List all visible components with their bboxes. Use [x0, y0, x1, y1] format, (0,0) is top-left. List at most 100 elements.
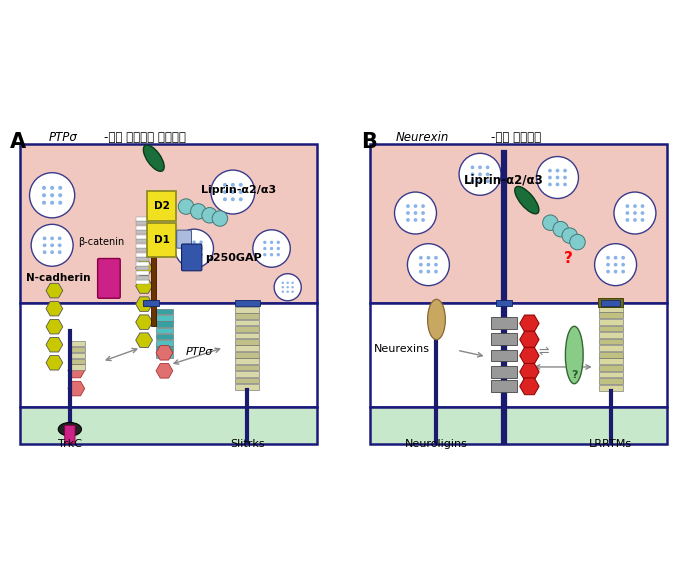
Text: Neuroligins: Neuroligins [405, 439, 468, 448]
Circle shape [211, 170, 255, 214]
Bar [136, 280, 149, 284]
Ellipse shape [144, 145, 164, 171]
Bar [496, 300, 512, 306]
Bar [491, 317, 517, 329]
Bar [598, 297, 623, 307]
Ellipse shape [58, 423, 81, 436]
Circle shape [625, 204, 629, 208]
Circle shape [185, 240, 189, 244]
Bar [136, 221, 149, 225]
Bar [136, 267, 149, 271]
Circle shape [239, 183, 243, 187]
Circle shape [31, 224, 73, 267]
Circle shape [406, 204, 410, 208]
Bar [20, 303, 316, 407]
Bar [69, 353, 85, 358]
Bar [599, 345, 623, 351]
Circle shape [471, 180, 475, 183]
Circle shape [30, 173, 75, 218]
Bar [136, 231, 149, 235]
Circle shape [58, 244, 62, 247]
Bar [599, 352, 623, 358]
Circle shape [199, 253, 203, 257]
Circle shape [486, 180, 489, 183]
Circle shape [486, 165, 489, 169]
Circle shape [641, 218, 645, 222]
Circle shape [471, 172, 475, 176]
Circle shape [548, 182, 552, 186]
Circle shape [231, 190, 235, 194]
Circle shape [434, 263, 438, 267]
Text: β-catenin: β-catenin [78, 237, 124, 247]
Circle shape [42, 193, 46, 197]
Bar [155, 309, 174, 315]
Circle shape [434, 256, 438, 260]
Circle shape [274, 273, 301, 301]
Circle shape [414, 218, 417, 222]
Circle shape [58, 201, 62, 205]
Bar [69, 364, 85, 370]
FancyBboxPatch shape [98, 259, 120, 298]
Circle shape [562, 228, 577, 243]
Bar [147, 223, 176, 257]
Circle shape [42, 251, 46, 254]
Circle shape [621, 256, 625, 260]
Circle shape [563, 169, 567, 173]
Circle shape [606, 256, 610, 260]
Bar [599, 385, 623, 391]
Text: LRRTMs: LRRTMs [589, 439, 632, 448]
Circle shape [223, 197, 227, 201]
Circle shape [282, 286, 284, 288]
Circle shape [50, 201, 54, 205]
Bar [136, 271, 149, 275]
Circle shape [263, 253, 266, 256]
Bar [235, 358, 260, 364]
Circle shape [287, 291, 289, 293]
Circle shape [478, 172, 482, 176]
Bar [491, 349, 517, 362]
Circle shape [625, 218, 629, 222]
Bar [69, 359, 85, 364]
Text: TrkC: TrkC [58, 439, 82, 448]
Bar [235, 345, 260, 351]
Circle shape [625, 211, 629, 215]
Circle shape [291, 291, 294, 293]
Bar [599, 378, 623, 384]
Text: Neurexin: Neurexin [396, 132, 450, 144]
Circle shape [277, 253, 280, 256]
Circle shape [613, 256, 618, 260]
Circle shape [270, 253, 273, 256]
Circle shape [556, 169, 559, 173]
Circle shape [270, 241, 273, 244]
Circle shape [419, 256, 423, 260]
Bar [599, 359, 623, 364]
Circle shape [595, 244, 636, 285]
Text: -기반 분자모델: -기반 분자모델 [491, 132, 541, 144]
FancyBboxPatch shape [182, 244, 202, 271]
Circle shape [287, 281, 289, 284]
Bar [69, 347, 85, 352]
Circle shape [419, 269, 423, 273]
Circle shape [191, 204, 206, 219]
Text: B: B [361, 132, 377, 152]
Bar [136, 262, 149, 266]
Circle shape [239, 190, 243, 194]
Bar [235, 339, 260, 345]
Bar [491, 333, 517, 345]
Circle shape [414, 211, 417, 215]
Circle shape [287, 286, 289, 288]
Circle shape [553, 221, 568, 237]
Bar [136, 248, 149, 252]
Bar [235, 313, 260, 319]
Circle shape [270, 247, 273, 250]
Circle shape [570, 235, 585, 250]
FancyBboxPatch shape [177, 230, 192, 248]
Bar [235, 371, 260, 377]
Circle shape [427, 256, 430, 260]
Circle shape [633, 218, 637, 222]
Circle shape [50, 193, 54, 197]
Bar [235, 333, 260, 338]
Circle shape [291, 286, 294, 288]
Text: Liprin-α2/α3: Liprin-α2/α3 [464, 174, 543, 187]
Bar [599, 332, 623, 338]
